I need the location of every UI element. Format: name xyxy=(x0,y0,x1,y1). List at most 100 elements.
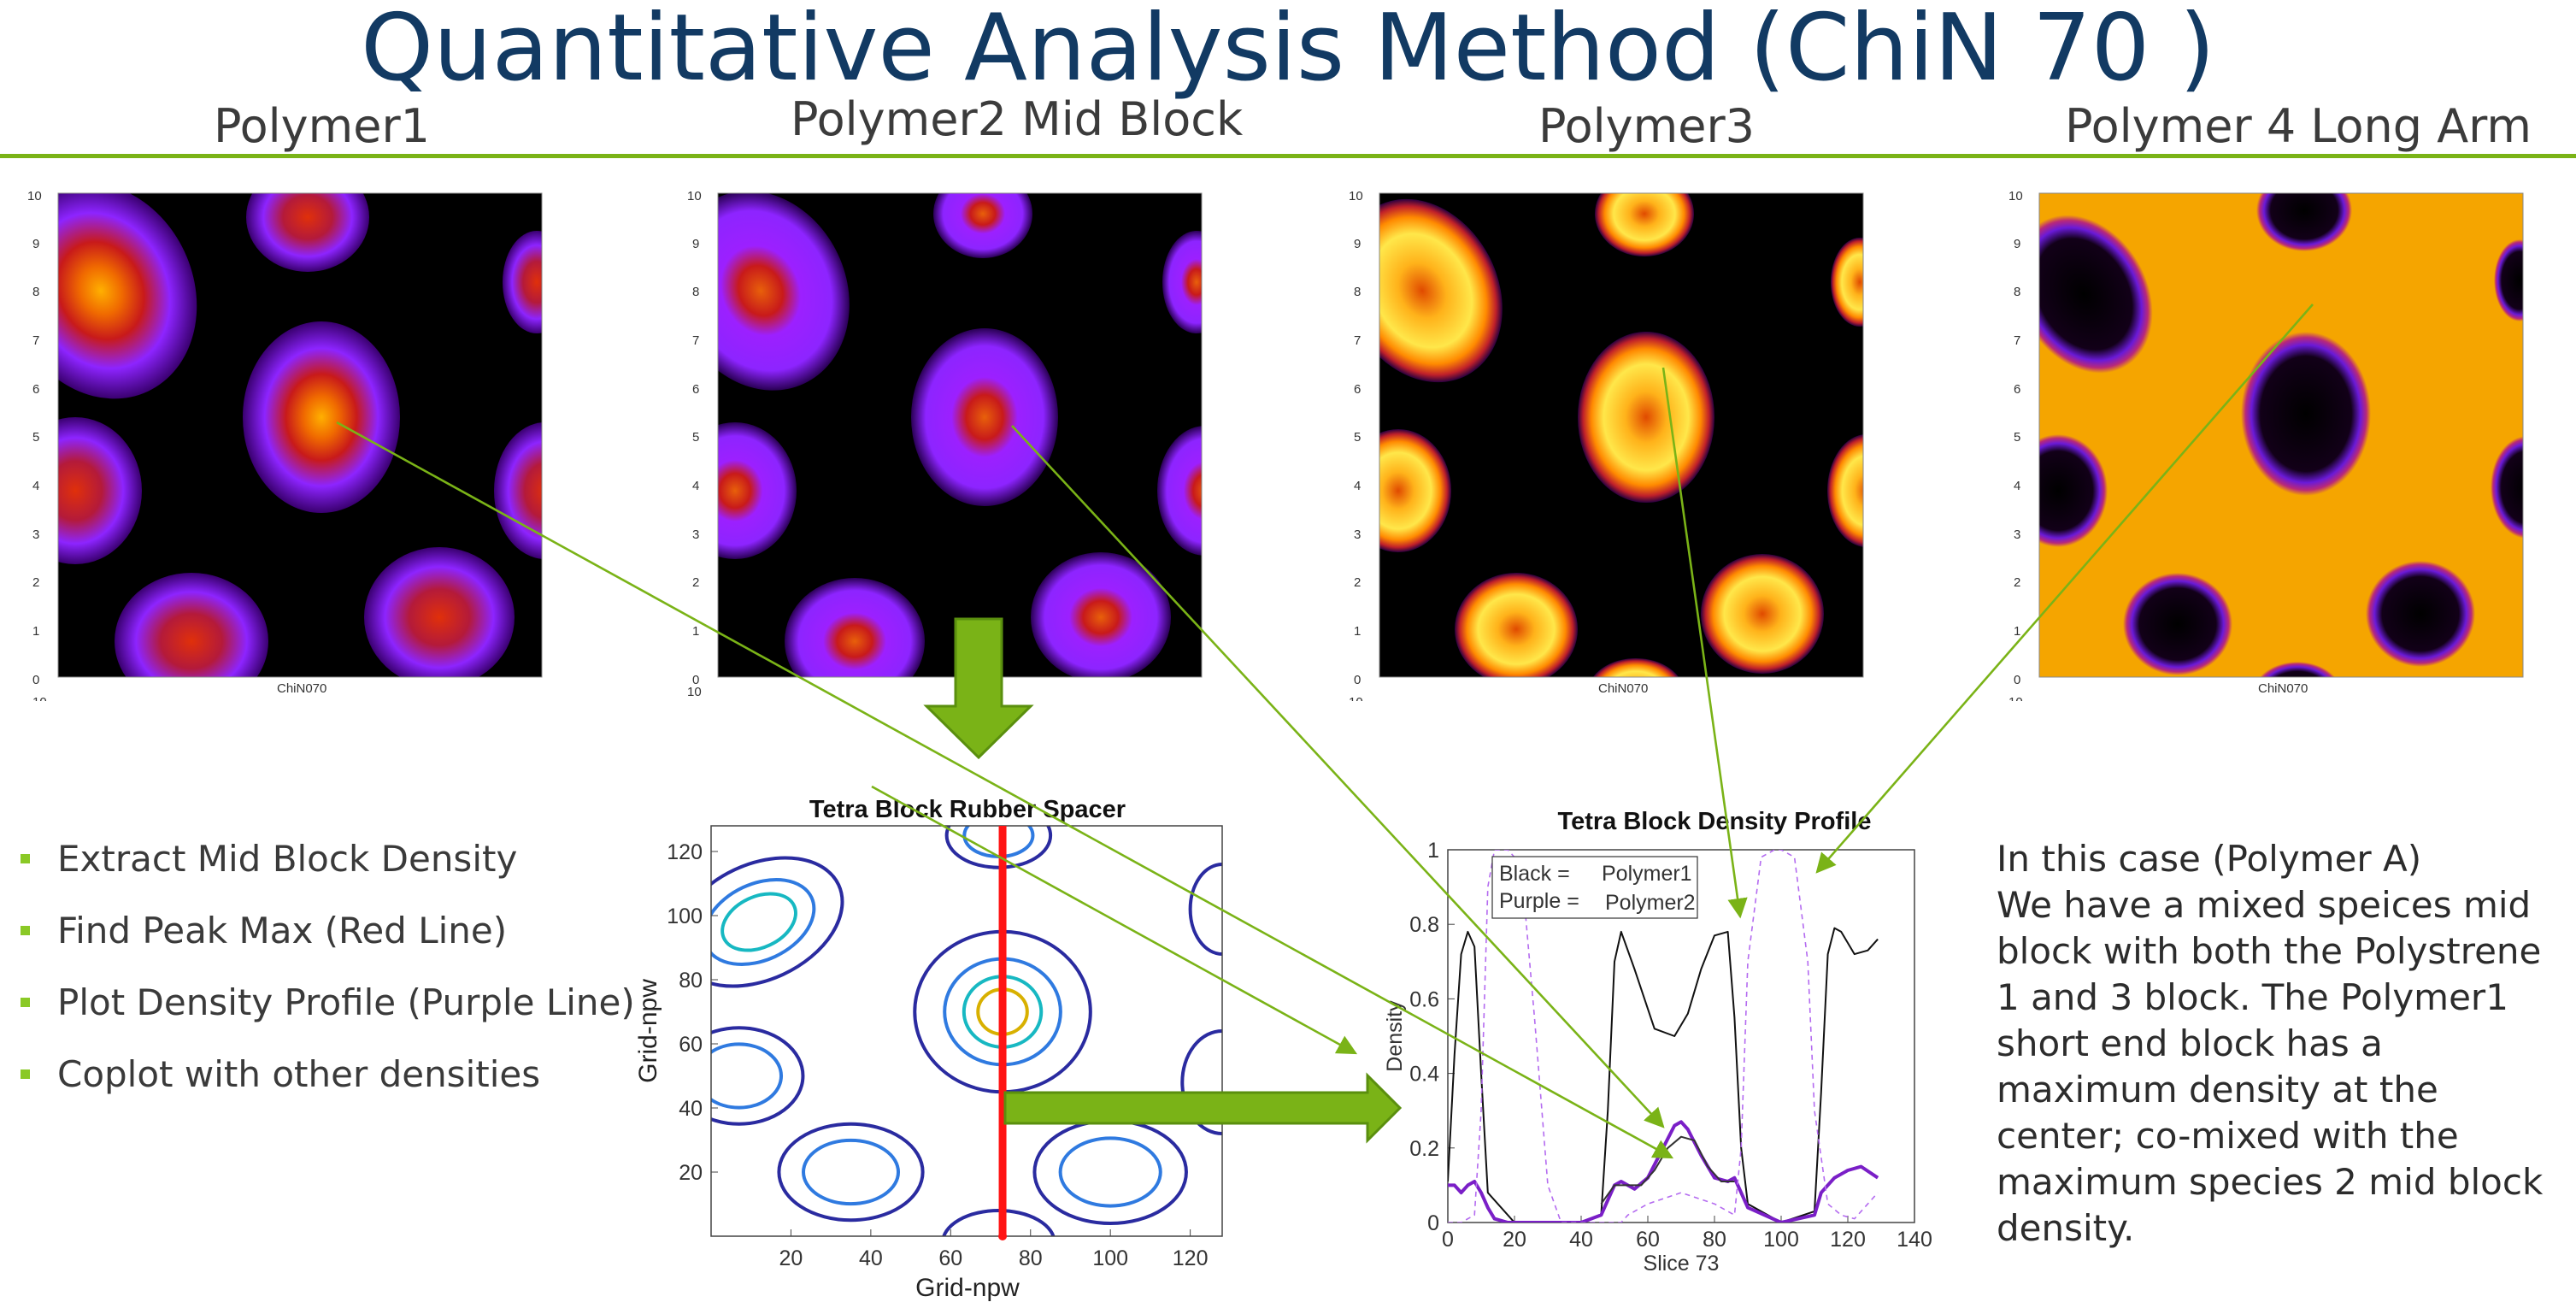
y-tick: 2 xyxy=(2014,575,2020,590)
density-heatmap-polymer1: 0 1 2 3 4 5 6 7 8 9 10 ChiN070 10 xyxy=(24,188,554,701)
heatmap-domains xyxy=(1379,193,1863,677)
heatmap-domains xyxy=(718,193,1202,677)
y-tick: 9 xyxy=(1354,237,1361,251)
x-tick-label: 100 xyxy=(1092,1246,1128,1270)
x-tick-label: 100 xyxy=(1763,1228,1799,1252)
y-tick-label: 80 xyxy=(679,969,703,993)
y-tick: 1 xyxy=(32,624,39,639)
y-tick: 6 xyxy=(32,382,39,397)
heatmap-xlabel: ChiN070 xyxy=(2258,681,2308,696)
y-tick: 1 xyxy=(692,624,699,639)
right-arrow-icon xyxy=(1003,1072,1403,1144)
heatmap-y-axis: 0 1 2 3 4 5 6 7 8 9 10 xyxy=(687,189,702,687)
heatmap-xlabel: ChiN070 xyxy=(1598,681,1648,696)
down-arrow-icon xyxy=(923,617,1034,760)
y-tick: 1 xyxy=(1354,624,1361,639)
y-tick: 1 xyxy=(2014,624,2020,639)
contour-ring xyxy=(720,892,797,952)
y-tick: 0 xyxy=(32,673,39,687)
x-tick-label: 40 xyxy=(859,1246,883,1270)
y-tick: 0 xyxy=(1354,673,1361,687)
heatmap-y-axis: 0 1 2 3 4 5 6 7 8 9 10 xyxy=(1349,189,1363,687)
contour-ring xyxy=(1058,1136,1162,1208)
y-tick: 3 xyxy=(32,527,39,542)
bullet-square-icon xyxy=(21,997,30,1007)
heatmap-xlabel: ChiN070 xyxy=(277,681,326,696)
y-tick-label: 0 xyxy=(1427,1211,1439,1235)
bullet-square-icon xyxy=(21,853,30,863)
y-tick-label: 120 xyxy=(667,840,703,864)
x-tick-label: 0 xyxy=(1442,1228,1454,1252)
y-tick: 9 xyxy=(2014,237,2020,251)
y-tick: 7 xyxy=(692,333,699,348)
title-divider xyxy=(0,154,2576,158)
y-tick: 3 xyxy=(1354,527,1361,542)
contour-ring xyxy=(711,1026,805,1126)
chart-xlabel: Slice 73 xyxy=(1644,1252,1720,1276)
note-heading: In this case (Polymer A) xyxy=(1997,838,2422,880)
y-tick: 7 xyxy=(2014,333,2020,348)
chart-title: Tetra Block Density Profile xyxy=(1558,808,1872,835)
column-heading-polymer2: Polymer2 Mid Block xyxy=(791,92,1244,146)
x-tick-label: 60 xyxy=(938,1246,962,1270)
chart-ylabel: Density xyxy=(1383,1000,1407,1072)
chart-axis-ticks: 0 20 40 60 80 100 120 140 0 0.2 0.4 0.6 0.8 1 xyxy=(1409,839,1932,1252)
y-tick-label: 0.8 xyxy=(1409,913,1439,937)
y-tick-label: 100 xyxy=(667,904,703,928)
page-title: Quantitative Analysis Method (ChiN 70 ) xyxy=(361,0,2215,102)
column-heading-polymer3: Polymer3 xyxy=(1538,99,1756,153)
y-tick-label: 40 xyxy=(679,1097,703,1121)
y-tick: 10 xyxy=(2008,189,2023,203)
y-tick-label: 0.6 xyxy=(1409,987,1439,1011)
column-heading-polymer4: Polymer 4 Long Arm xyxy=(2065,99,2532,153)
contour-ring xyxy=(711,877,816,967)
density-heatmap-polymer3: 0 1 2 3 4 5 6 7 8 9 10 ChiN070 10 xyxy=(1345,188,1875,701)
x-tick-label: 40 xyxy=(1569,1228,1593,1252)
y-tick: 9 xyxy=(32,237,39,251)
connector-polymer2 xyxy=(1011,425,1665,1128)
contour-plot: Tetra Block Rubber Spacer 20 40 60 80 100 120… xyxy=(632,787,1248,1308)
y-tick: 4 xyxy=(1354,479,1361,493)
legend-box xyxy=(1491,856,1698,919)
contour-ring xyxy=(802,1138,901,1206)
density-heatmap-polymer4: 0 1 2 3 4 5 6 7 8 9 10 ChiN070 10 xyxy=(2005,188,2535,701)
y-tick: 10 xyxy=(1349,189,1363,203)
y-tick: 10 xyxy=(1349,695,1363,701)
column-heading-polymer1: Polymer1 xyxy=(214,99,431,153)
contour-ring xyxy=(777,1122,925,1223)
y-tick: 10 xyxy=(32,695,47,701)
y-tick: 10 xyxy=(687,685,702,699)
y-tick-label: 60 xyxy=(679,1033,703,1057)
chart-legend: Black = Polymer1 Purple = Polymer2 xyxy=(1491,856,1698,919)
connector-contour xyxy=(871,785,1358,1055)
contour-ring xyxy=(711,856,844,988)
legend-key-black: Black = xyxy=(1499,862,1570,886)
heatmap-domains xyxy=(2039,193,2523,677)
y-tick-label: 20 xyxy=(679,1161,703,1185)
y-tick: 7 xyxy=(32,333,39,348)
density-profile-chart: Tetra Block Density Profile 0 20 40 60 80 100… xyxy=(1371,804,1969,1282)
y-tick: 4 xyxy=(692,479,699,493)
x-tick-label: 80 xyxy=(1703,1228,1726,1252)
list-item: Coplot with other densities xyxy=(21,1038,635,1110)
x-tick-label: 60 xyxy=(1636,1228,1660,1252)
y-tick: 7 xyxy=(1354,333,1361,348)
heatmap-y-axis: 0 1 2 3 4 5 6 7 8 9 10 xyxy=(2008,189,2023,687)
connector-polymer4 xyxy=(1815,303,2314,874)
red-line-end-dot xyxy=(998,1232,1008,1240)
bullet-square-icon xyxy=(21,925,30,935)
y-tick: 2 xyxy=(1354,575,1361,590)
legend-value-polymer1: Polymer1 xyxy=(1602,862,1692,886)
y-tick: 2 xyxy=(32,575,39,590)
y-tick: 6 xyxy=(692,382,699,397)
y-tick: 10 xyxy=(687,189,702,203)
contour-frame xyxy=(710,825,1223,1237)
connector-polymer3 xyxy=(1661,367,1748,919)
y-tick: 8 xyxy=(692,285,699,299)
note-body: We have a mixed speices mid block with b… xyxy=(1997,884,2544,1249)
y-tick: 0 xyxy=(2014,673,2020,687)
y-tick: 4 xyxy=(2014,479,2020,493)
y-tick: 2 xyxy=(692,575,699,590)
series-line-polymer1 xyxy=(1448,927,1879,1223)
